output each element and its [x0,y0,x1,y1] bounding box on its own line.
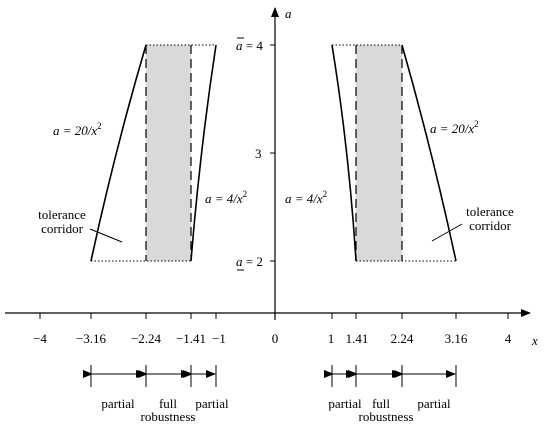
x-tick-label: 3.16 [445,331,468,346]
left-corridor-label: corridor [41,221,84,236]
right-robustness-label: robustness [359,409,414,424]
y-axis-label: a [285,6,292,21]
x-tick-label: 4 [505,331,512,346]
left-outer-curve [90,44,147,262]
x-tick-label: −4 [33,331,47,346]
right-outer-curve [401,44,457,262]
x-axis-label: x [531,333,538,348]
x-tick-label: −1.41 [176,331,206,346]
left-outer-curve-label: a = 20/x2 [53,121,102,138]
y-tick-label: 3 [255,146,262,161]
x-tick-label: −1 [212,331,226,346]
left-partial-label: partial [195,396,229,411]
left-partial-label: partial [101,396,135,411]
right-full-label: full [372,396,390,411]
x-tick-label: 1.41 [346,331,369,346]
right-corridor-label: corridor [469,218,512,233]
y-tick-lower: a = 2 [236,254,263,269]
x-tick-label: −2.24 [131,331,162,346]
right-inner-curve-label: a = 4/x2 [285,189,327,206]
x-tick-marks [39,313,509,319]
x-tick-label: 1 [328,331,335,346]
right-corridor-pointer [431,223,463,242]
right-inner-curve [331,44,357,262]
left-inner-curve [190,44,217,262]
left-inner-curve-label: a = 4/x2 [205,189,247,206]
right-partial-label: partial [417,396,451,411]
right-corridor-label: tolerance [466,204,514,219]
right-interval-markers [324,365,457,387]
x-tick-label: 0 [272,331,279,346]
left-corridor-label: tolerance [38,207,86,222]
right-full-robustness-band [356,45,402,261]
y-tick-upper: a = 4 [236,38,263,53]
left-full-robustness-band [146,45,191,261]
x-tick-label: 2.24 [391,331,414,346]
left-robustness-label: robustness [141,409,196,424]
left-full-label: full [159,396,177,411]
right-outer-curve-label: a = 20/x2 [430,119,479,136]
x-tick-label: −3.16 [76,331,107,346]
right-partial-label: partial [328,396,362,411]
left-interval-markers [83,365,217,387]
left-corridor-pointer [89,228,123,243]
